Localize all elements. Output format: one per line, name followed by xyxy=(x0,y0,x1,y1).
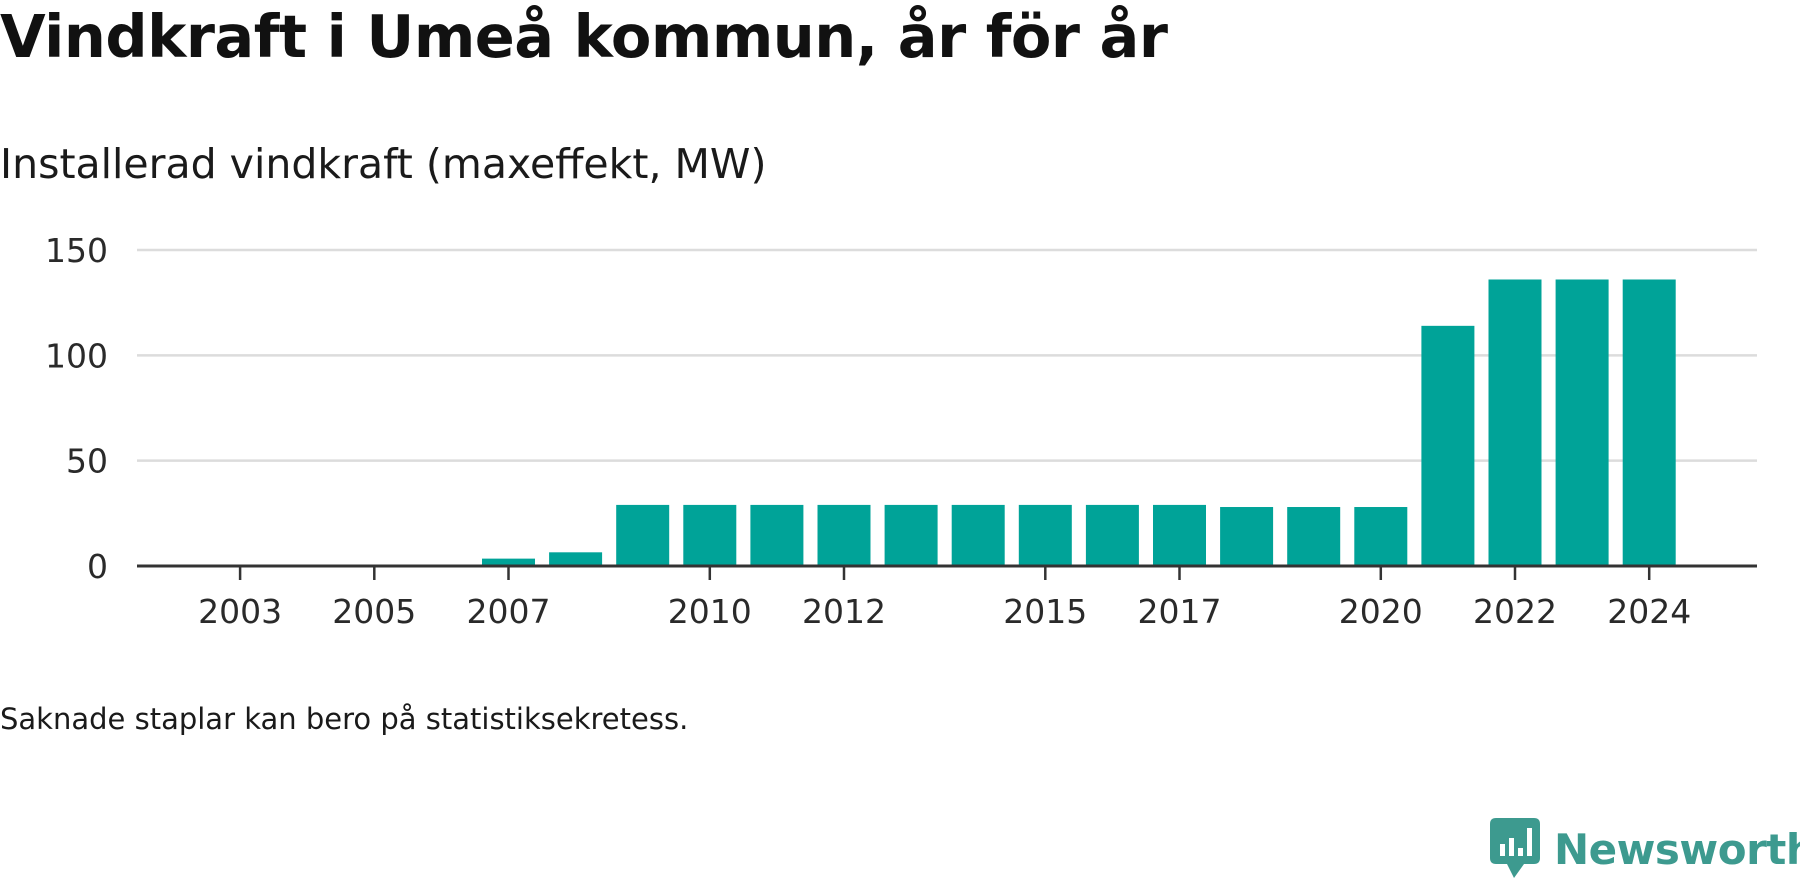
chart-title: Vindkraft i Umeå kommun, år för år xyxy=(0,2,1168,71)
y-tick-label-0: 0 xyxy=(87,547,108,586)
bar-2015 xyxy=(1018,504,1072,566)
bar-2009 xyxy=(616,504,670,566)
x-tick-label-2015: 2015 xyxy=(1003,592,1087,631)
x-tick-label-2007: 2007 xyxy=(467,592,551,631)
newsworthy-logo: Newsworthy xyxy=(1490,818,1800,880)
bar-2022 xyxy=(1488,279,1542,566)
bar-2010 xyxy=(683,504,737,566)
bar-2017 xyxy=(1153,504,1206,566)
bar-2013 xyxy=(884,504,938,566)
y-tick-label-150: 150 xyxy=(45,231,108,270)
y-tick-label-50: 50 xyxy=(66,442,108,481)
bar-2023 xyxy=(1555,279,1609,566)
bars xyxy=(482,279,1676,566)
x-tick-label-2003: 2003 xyxy=(198,592,282,631)
bar-2011 xyxy=(750,504,804,566)
bar-2014 xyxy=(951,504,1005,566)
x-tick-label-2017: 2017 xyxy=(1138,592,1222,631)
x-tick-label-2005: 2005 xyxy=(332,592,416,631)
bar-2024 xyxy=(1622,279,1676,566)
newsworthy-logo-icon xyxy=(1490,818,1540,878)
x-axis: 2003 2005 2007 2010 2012 2015 2017 2020 2022 2024 xyxy=(137,564,1757,631)
bar-2018 xyxy=(1220,507,1274,566)
bar-2012 xyxy=(817,504,871,566)
chart-subtitle: Installerad vindkraft (maxeffekt, MW) xyxy=(0,140,767,188)
x-tick-label-2020: 2020 xyxy=(1339,592,1423,631)
bar-2019 xyxy=(1287,507,1341,566)
x-tick-label-2012: 2012 xyxy=(802,592,886,631)
bar-2016 xyxy=(1085,504,1139,566)
bar-2007 xyxy=(482,558,535,566)
y-tick-label-100: 100 xyxy=(45,336,108,375)
x-tick-label-2010: 2010 xyxy=(668,592,752,631)
y-axis-labels: 0 50 100 150 xyxy=(45,231,108,586)
x-tick-label-2022: 2022 xyxy=(1473,592,1557,631)
footnote: Saknade staplar kan bero på statistiksek… xyxy=(0,702,689,736)
bar-2020 xyxy=(1354,507,1408,566)
bar-2008 xyxy=(549,552,603,566)
newsworthy-logo-text: Newsworthy xyxy=(1554,824,1800,874)
x-tick-label-2024: 2024 xyxy=(1607,592,1691,631)
bar-2021 xyxy=(1421,325,1475,566)
gridlines xyxy=(137,248,1757,462)
